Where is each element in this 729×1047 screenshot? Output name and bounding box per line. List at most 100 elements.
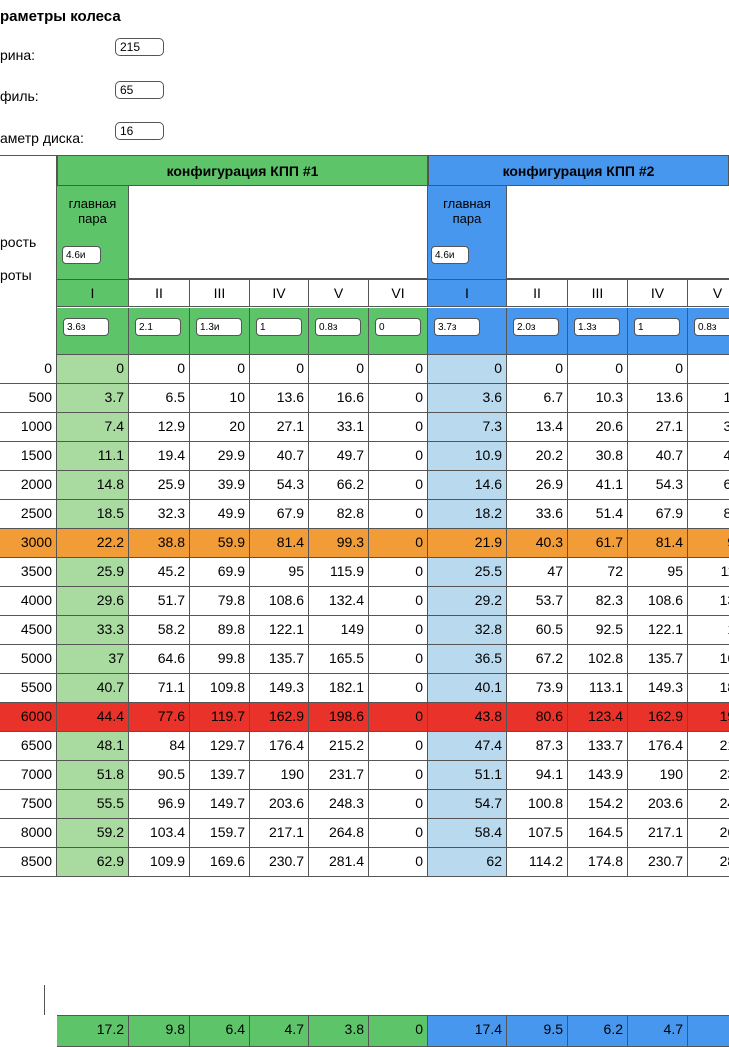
config2-mainpair-input[interactable] <box>431 246 469 264</box>
config2-speed-cell: 99 <box>688 529 729 558</box>
config1-gear-label: IV <box>250 279 309 307</box>
config2-speed-cell: 47 <box>507 558 568 587</box>
config1-footer-cell: 4.7 <box>250 1015 309 1047</box>
config2-speed-cell: 33.6 <box>507 500 568 529</box>
tire-profile-input[interactable] <box>115 81 164 99</box>
config1-speed-cell: 248.3 <box>309 790 369 819</box>
config2-footer-cell: 3 <box>688 1015 729 1047</box>
config1-speed-cell: 119.7 <box>190 703 250 732</box>
config1-speed-cell: 190 <box>250 761 309 790</box>
config2-speed-cell: 40.1 <box>428 674 507 703</box>
config2-speed-cell: 3.6 <box>428 384 507 413</box>
config1-mainpair-label: главная пара <box>68 196 117 226</box>
config2-ratio-cell <box>428 308 507 355</box>
config1-speed-cell: 18.5 <box>57 500 129 529</box>
config2-speed-cell: 0 <box>507 355 568 384</box>
tire-width-input[interactable] <box>115 38 164 56</box>
config2-ratio-input[interactable] <box>694 318 729 336</box>
config1-ratio-input[interactable] <box>256 318 302 336</box>
config1-footer-cell: 6.4 <box>190 1015 250 1047</box>
config1-speed-cell: 0 <box>369 732 428 761</box>
config2-speed-cell: 58.4 <box>428 819 507 848</box>
config1-speed-cell: 66.2 <box>309 471 369 500</box>
rpm-cell: 4500 <box>0 616 57 645</box>
rpm-cell: 2500 <box>0 500 57 529</box>
config1-speed-cell: 135.7 <box>250 645 309 674</box>
config1-speed-cell: 55.5 <box>57 790 129 819</box>
config2-speed-cell: 100.8 <box>507 790 568 819</box>
config1-speed-cell: 0 <box>369 761 428 790</box>
config1-speed-cell: 0 <box>309 355 369 384</box>
config2-speed-cell: 154.2 <box>568 790 628 819</box>
config2-speed-cell: 143.9 <box>568 761 628 790</box>
config1-speed-cell: 230.7 <box>250 848 309 877</box>
speed-label: рость <box>0 234 37 250</box>
config2-ratio-cell <box>688 308 729 355</box>
config1-ratio-cell <box>190 308 250 355</box>
config1-speed-cell: 67.9 <box>250 500 309 529</box>
config2-speed-cell: 80.6 <box>507 703 568 732</box>
config2-speed-cell: 264 <box>688 819 729 848</box>
rpm-cell: 4000 <box>0 587 57 616</box>
config2-speed-cell: 72 <box>568 558 628 587</box>
config1-ratio-input[interactable] <box>196 318 242 336</box>
config2-ratio-cell <box>568 308 628 355</box>
config2-ratio-input[interactable] <box>513 318 559 336</box>
config2-gear-label: III <box>568 279 628 307</box>
config1-speed-cell: 84 <box>129 732 190 761</box>
config1-ratio-cell <box>309 308 369 355</box>
rpm-cell: 8000 <box>0 819 57 848</box>
config1-ratio-input[interactable] <box>375 318 421 336</box>
config1-speed-cell: 217.1 <box>250 819 309 848</box>
config2-speed-cell: 73.9 <box>507 674 568 703</box>
config1-speed-cell: 3.7 <box>57 384 129 413</box>
rpm-cell: 1500 <box>0 442 57 471</box>
config1-speed-cell: 82.8 <box>309 500 369 529</box>
config2-speed-cell: 165 <box>688 645 729 674</box>
config1-speed-cell: 0 <box>369 384 428 413</box>
disk-diameter-label: аметр диска: <box>0 130 84 146</box>
config2-gear-label: IV <box>628 279 688 307</box>
config1-ratio-input[interactable] <box>135 318 181 336</box>
config1-speed-cell: 51.8 <box>57 761 129 790</box>
rpm-cell: 2000 <box>0 471 57 500</box>
tire-profile-label: филь: <box>0 88 39 104</box>
config1-speed-cell: 159.7 <box>190 819 250 848</box>
config1-speed-cell: 103.4 <box>129 819 190 848</box>
config1-gear-label: I <box>57 279 129 307</box>
config1-speed-cell: 0 <box>57 355 129 384</box>
config1-ratio-input[interactable] <box>315 318 361 336</box>
config1-mainpair-input[interactable] <box>62 246 101 264</box>
config1-speed-cell: 33.1 <box>309 413 369 442</box>
config1-speed-cell: 0 <box>369 587 428 616</box>
config2-gear-label: II <box>507 279 568 307</box>
config1-speed-cell: 40.7 <box>250 442 309 471</box>
config2-speed-cell: 67.2 <box>507 645 568 674</box>
config2-ratio-input[interactable] <box>434 318 480 336</box>
config2-speed-cell: 114.2 <box>507 848 568 877</box>
config1-speed-cell: 129.7 <box>190 732 250 761</box>
config2-speed-cell: 36.5 <box>428 645 507 674</box>
config2-ratio-input[interactable] <box>634 318 680 336</box>
config1-footer-cell: 0 <box>369 1015 428 1047</box>
config1-speed-cell: 182.1 <box>309 674 369 703</box>
rpm-cell: 7500 <box>0 790 57 819</box>
rpm-cell: 6000 <box>0 703 57 732</box>
config2-speed-cell: 51.4 <box>568 500 628 529</box>
config1-speed-cell: 54.3 <box>250 471 309 500</box>
config2-ratio-input[interactable] <box>574 318 620 336</box>
config1-ratio-input[interactable] <box>63 318 109 336</box>
config2-speed-cell: 10.9 <box>428 442 507 471</box>
config2-speed-cell: 113.1 <box>568 674 628 703</box>
config2-speed-cell: 25.5 <box>428 558 507 587</box>
config2-speed-cell: 95 <box>628 558 688 587</box>
config1-speed-cell: 0 <box>369 471 428 500</box>
config1-speed-cell: 25.9 <box>57 558 129 587</box>
config2-speed-cell: 0 <box>428 355 507 384</box>
config2-speed-cell: 230.7 <box>628 848 688 877</box>
config1-speed-cell: 16.6 <box>309 384 369 413</box>
config1-gear-label: V <box>309 279 369 307</box>
disk-diameter-input[interactable] <box>115 122 164 140</box>
config2-speed-cell: 49. <box>688 442 729 471</box>
